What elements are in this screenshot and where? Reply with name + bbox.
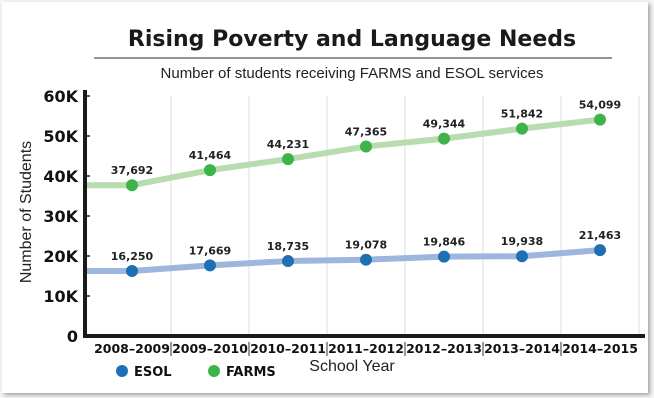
x-tick-label: 2009–2010 [172, 341, 248, 356]
y-tick-label: 40K [43, 167, 78, 186]
data-label: 51,842 [501, 108, 543, 121]
data-label: 18,735 [267, 240, 309, 253]
x-axis-label: School Year [309, 358, 395, 375]
legend-marker-esol [116, 365, 128, 377]
x-tick-label: 2014–2015 [562, 341, 638, 356]
data-label: 54,099 [579, 99, 621, 112]
data-point-esol [204, 259, 216, 272]
data-point-esol [594, 244, 606, 257]
y-tick-label: 10K [43, 287, 78, 306]
data-label: 19,938 [501, 235, 543, 248]
y-tick-label: 0 [67, 327, 78, 346]
series-line-farms [84, 116, 603, 189]
data-label: 47,365 [345, 126, 387, 139]
y-tick-label: 50K [43, 127, 78, 146]
data-label: 16,250 [111, 250, 154, 263]
data-label: 41,464 [189, 149, 232, 162]
data-point-farms [438, 132, 450, 145]
data-point-esol [516, 250, 528, 263]
chart-subtitle: Number of students receiving FARMS and E… [161, 65, 544, 82]
data-point-esol [282, 255, 294, 268]
legend-label-farms: FARMS [226, 365, 276, 380]
data-point-esol [438, 250, 450, 263]
data-point-farms [204, 164, 216, 177]
x-tick-label: 2013–2014 [484, 341, 560, 356]
data-label: 19,078 [345, 239, 387, 252]
data-point-esol [360, 253, 372, 266]
data-point-farms [360, 140, 372, 153]
legend-marker-farms [208, 365, 220, 377]
series-line-esol [84, 247, 603, 274]
data-label: 44,231 [267, 138, 309, 151]
data-label: 17,669 [189, 244, 231, 257]
y-axis-label: Number of Students [18, 141, 35, 283]
x-tick-label: 2010–2011 [250, 341, 326, 356]
x-tick-label: 2012–2013 [406, 341, 482, 356]
data-label: 21,463 [579, 229, 621, 242]
data-point-farms [282, 153, 294, 166]
chart-card [2, 2, 648, 393]
data-point-farms [594, 113, 606, 126]
y-tick-label: 60K [43, 87, 78, 106]
data-point-farms [516, 122, 528, 135]
x-tick-label: 2011–2012 [328, 341, 404, 356]
chart-title: Rising Poverty and Language Needs [128, 27, 576, 52]
x-tick-label: 2008–2009 [94, 341, 170, 356]
y-tick-label: 20K [43, 247, 78, 266]
data-label: 49,344 [423, 118, 466, 131]
legend: ESOL FARMS [116, 365, 276, 380]
data-label: 19,846 [423, 236, 466, 249]
data-point-esol [126, 265, 138, 277]
data-point-farms [126, 179, 138, 192]
data-label: 37,692 [111, 164, 153, 177]
y-tick-label: 30K [43, 207, 78, 226]
legend-label-esol: ESOL [134, 365, 172, 380]
